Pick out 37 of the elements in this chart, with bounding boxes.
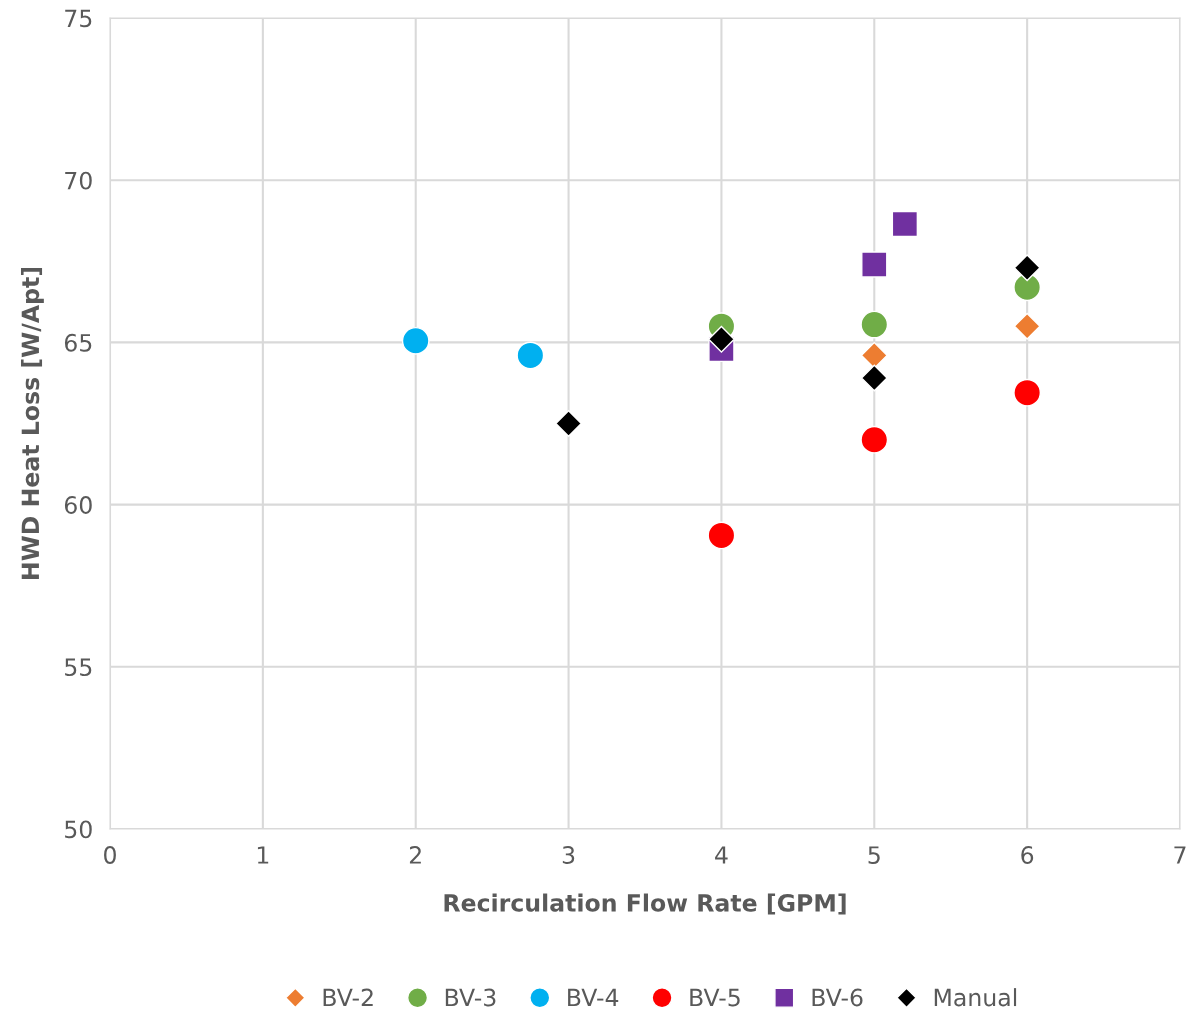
x-tick-label: 4 bbox=[715, 846, 728, 864]
point bbox=[860, 364, 888, 392]
y-tick-label: 50 bbox=[65, 820, 92, 839]
point bbox=[860, 341, 888, 369]
point bbox=[516, 341, 545, 370]
point bbox=[707, 325, 735, 353]
point bbox=[861, 251, 888, 278]
point bbox=[401, 326, 430, 355]
x-tick-label: 6 bbox=[1021, 846, 1034, 864]
y-axis-title: HWD Heat Loss [W/Apt] bbox=[20, 267, 44, 579]
legend-label: BV-6 bbox=[812, 988, 863, 1007]
point bbox=[1013, 312, 1041, 340]
y-tick-label: 65 bbox=[64, 333, 92, 352]
x-tick-label: 0 bbox=[104, 846, 116, 864]
y-tick-label: 75 bbox=[65, 9, 92, 28]
y-tick-label: 70 bbox=[65, 171, 92, 190]
x-tick-label: 3 bbox=[562, 846, 575, 864]
y-tick-label: 55 bbox=[65, 658, 92, 677]
point bbox=[860, 310, 889, 339]
legend-label: BV-3 bbox=[445, 988, 496, 1007]
x-tick-label: 5 bbox=[868, 846, 880, 864]
legend-label: BV-2 bbox=[323, 988, 373, 1007]
point bbox=[1013, 378, 1042, 407]
x-tick-label: 2 bbox=[409, 846, 421, 864]
x-tick-label: 1 bbox=[257, 846, 269, 864]
point bbox=[707, 521, 736, 550]
legend-label: BV-4 bbox=[568, 988, 619, 1007]
x-axis-title: Recirculation Flow Rate [GPM] bbox=[444, 893, 846, 915]
x-tick-label: 7 bbox=[1174, 846, 1186, 864]
point bbox=[891, 210, 919, 238]
legend-label: BV-5 bbox=[690, 988, 740, 1007]
y-tick-label: 60 bbox=[64, 496, 92, 514]
point bbox=[555, 410, 583, 437]
point bbox=[860, 425, 889, 454]
legend-label: Manual bbox=[934, 988, 1017, 1007]
point bbox=[1013, 254, 1041, 282]
point bbox=[1013, 273, 1042, 302]
